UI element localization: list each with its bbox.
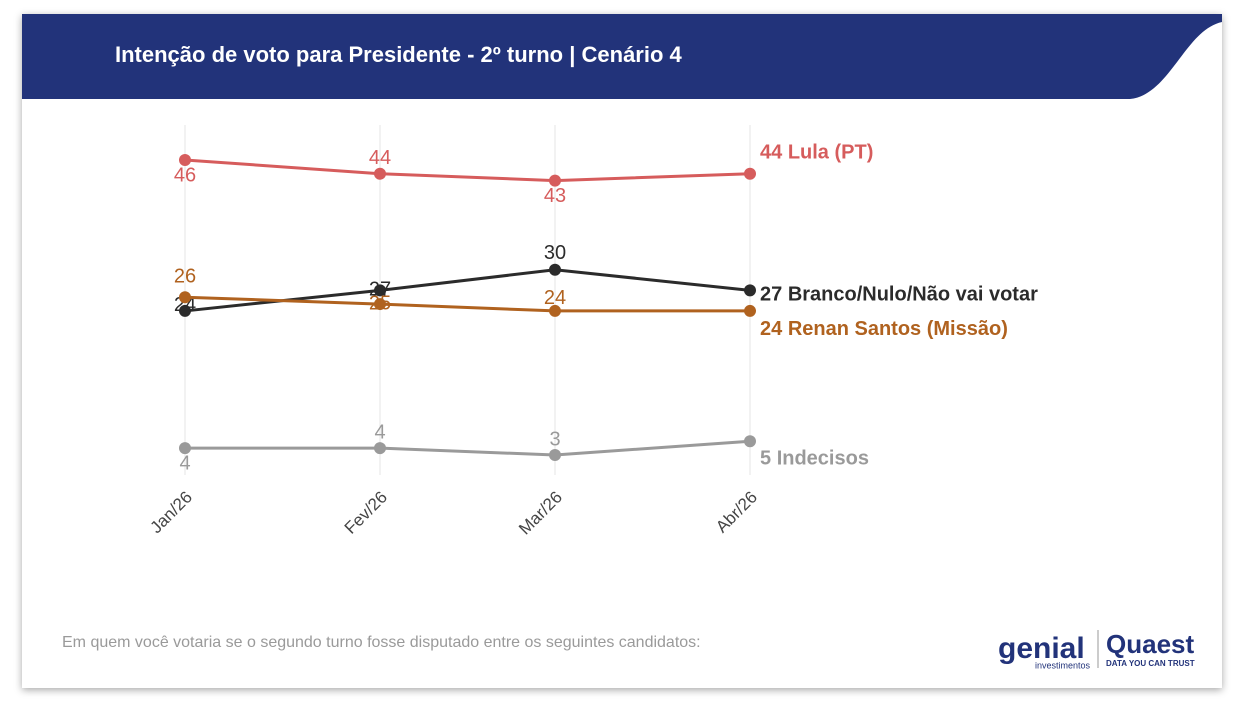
- end-value: 5: [760, 448, 771, 470]
- legend-name: Renan Santos (Missão): [788, 318, 1008, 340]
- data-label: 3: [549, 428, 560, 450]
- end-label: 44 Lula (PT): [760, 142, 873, 164]
- data-label: 4: [179, 452, 190, 474]
- data-label: 46: [174, 164, 196, 186]
- point: [549, 449, 561, 461]
- end-value: 27: [760, 284, 782, 306]
- point: [179, 291, 191, 304]
- point: [179, 442, 191, 455]
- legend-name: Indecisos: [777, 448, 869, 470]
- footnote: Em quem você votaria se o segundo turno …: [62, 634, 701, 651]
- data-label: 43: [544, 185, 566, 207]
- end-label: 24 Renan Santos (Missão): [760, 318, 1008, 340]
- quaest-tag: DATA YOU CAN TRUST: [1106, 659, 1195, 668]
- series-line: [185, 439, 751, 457]
- point: [374, 298, 386, 311]
- data-label: 44: [369, 147, 391, 169]
- end-value: 44: [760, 142, 783, 164]
- point: [374, 284, 386, 297]
- end-label: 5 Indecisos: [760, 448, 869, 470]
- end-label: 27 Branco/Nulo/Não vai votar: [760, 284, 1038, 306]
- point: [374, 442, 386, 455]
- data-label: 24: [174, 294, 196, 316]
- chart-title: Intenção de voto para Presidente - 2º tu…: [115, 42, 683, 67]
- series-line: [184, 158, 751, 183]
- point: [549, 304, 561, 317]
- series-line: [184, 295, 750, 313]
- header-curve: [1130, 22, 1222, 99]
- point: [744, 284, 756, 297]
- header-band: [22, 14, 1222, 99]
- point: [744, 304, 756, 317]
- logos: genial investimentos Quaest DATA YOU CAN…: [998, 629, 1195, 671]
- card: [22, 14, 1222, 688]
- data-label: 24: [544, 287, 566, 309]
- end-value: 24: [760, 318, 783, 340]
- data-label: 27: [369, 279, 391, 301]
- point: [549, 174, 561, 187]
- data-label: 30: [544, 242, 566, 264]
- legend-name: Branco/Nulo/Não vai votar: [788, 284, 1038, 306]
- data-label: 26: [174, 265, 196, 287]
- point: [744, 167, 756, 180]
- quaest-logo: Quaest: [1106, 629, 1194, 659]
- genial-logo: genial: [998, 632, 1085, 665]
- point: [374, 167, 386, 180]
- point: [549, 263, 561, 276]
- point: [179, 154, 191, 166]
- data-label: 25: [369, 292, 391, 314]
- data-label: 4: [374, 421, 385, 443]
- legend-name: Lula (PT): [788, 142, 874, 164]
- genial-sub: investimentos: [1035, 660, 1091, 670]
- point: [744, 435, 756, 448]
- point: [179, 304, 191, 317]
